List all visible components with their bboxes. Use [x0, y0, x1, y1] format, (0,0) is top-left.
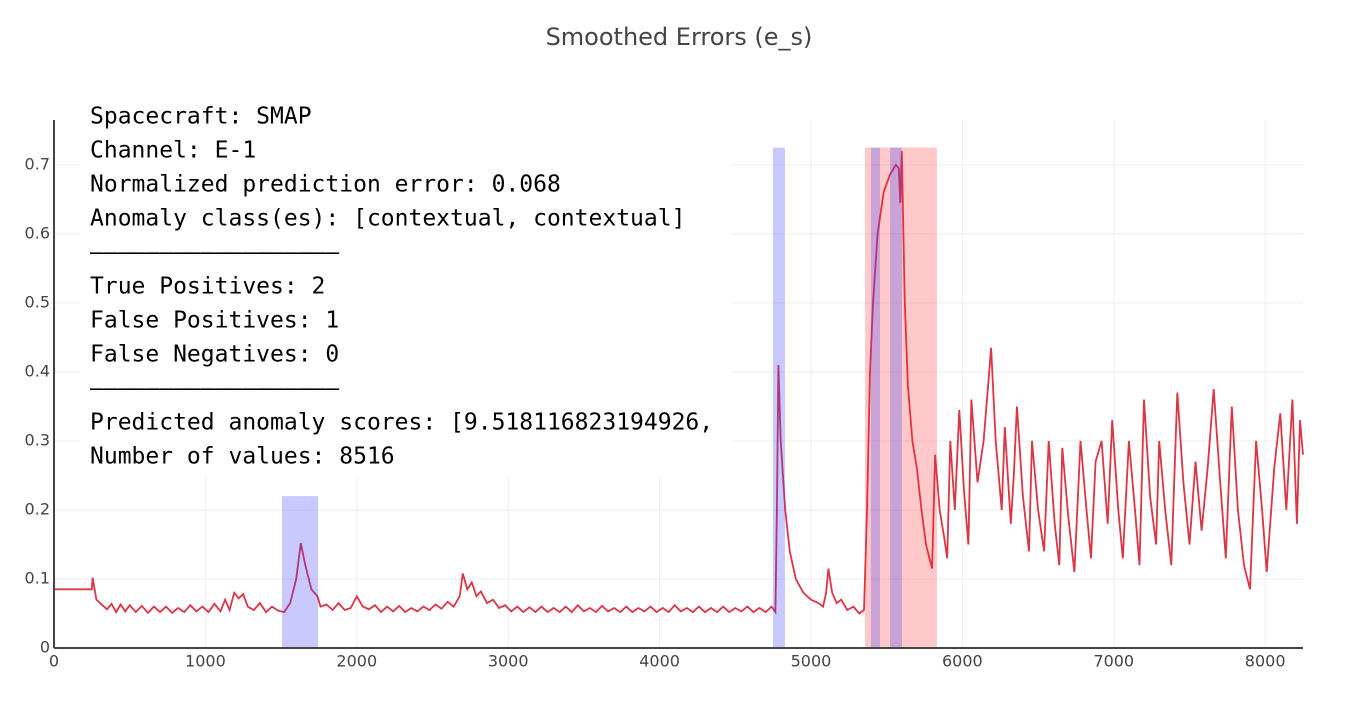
y-tick-label: 0.1 — [25, 568, 50, 587]
x-tick-label: 1000 — [185, 652, 226, 671]
annotation-box — [80, 96, 732, 476]
anomaly-region — [870, 147, 881, 648]
annotation-line: False Positives: 1 — [90, 308, 339, 334]
x-tick-label: 8000 — [1245, 652, 1286, 671]
annotation-line: True Positives: 2 — [90, 274, 325, 300]
x-tick-label: 2000 — [336, 652, 377, 671]
annotation-line: Number of values: 8516 — [90, 444, 395, 470]
x-tick-label: 4000 — [639, 652, 680, 671]
annotation-line: False Negatives: 0 — [90, 342, 339, 368]
annotation-line: Anomaly class(es): [contextual, contextu… — [90, 206, 685, 232]
y-tick-label: 0.6 — [25, 223, 50, 242]
x-tick-label: 0 — [49, 652, 59, 671]
anomaly-region — [281, 496, 319, 648]
chart-title: Smoothed Errors (e_s) — [546, 23, 813, 51]
y-tick-label: 0.3 — [25, 430, 50, 449]
annotation-line: Normalized prediction error: 0.068 — [90, 172, 561, 198]
y-tick-label: 0.5 — [25, 292, 50, 311]
annotation-line: Predicted anomaly scores: [9.51811682319… — [90, 410, 713, 436]
y-tick-label: 0.4 — [25, 361, 50, 380]
y-tick-label: 0.7 — [25, 154, 50, 173]
y-tick-label: 0.2 — [25, 499, 50, 518]
annotation-line: ―――――――――――――――――― — [90, 376, 339, 402]
anomaly-region — [865, 147, 937, 648]
annotation-line: Spacecraft: SMAP — [90, 104, 312, 130]
error-line — [54, 151, 1304, 615]
annotation-line: Channel: E-1 — [90, 138, 256, 164]
x-tick-label: 7000 — [1093, 652, 1134, 671]
y-tick-label: 0 — [40, 638, 50, 657]
anomaly-region — [889, 147, 902, 648]
x-tick-label: 6000 — [942, 652, 983, 671]
annotation-line: ―――――――――――――――――― — [90, 240, 339, 266]
x-tick-label: 3000 — [488, 652, 529, 671]
anomaly-region — [772, 147, 785, 648]
x-tick-label: 5000 — [791, 652, 832, 671]
